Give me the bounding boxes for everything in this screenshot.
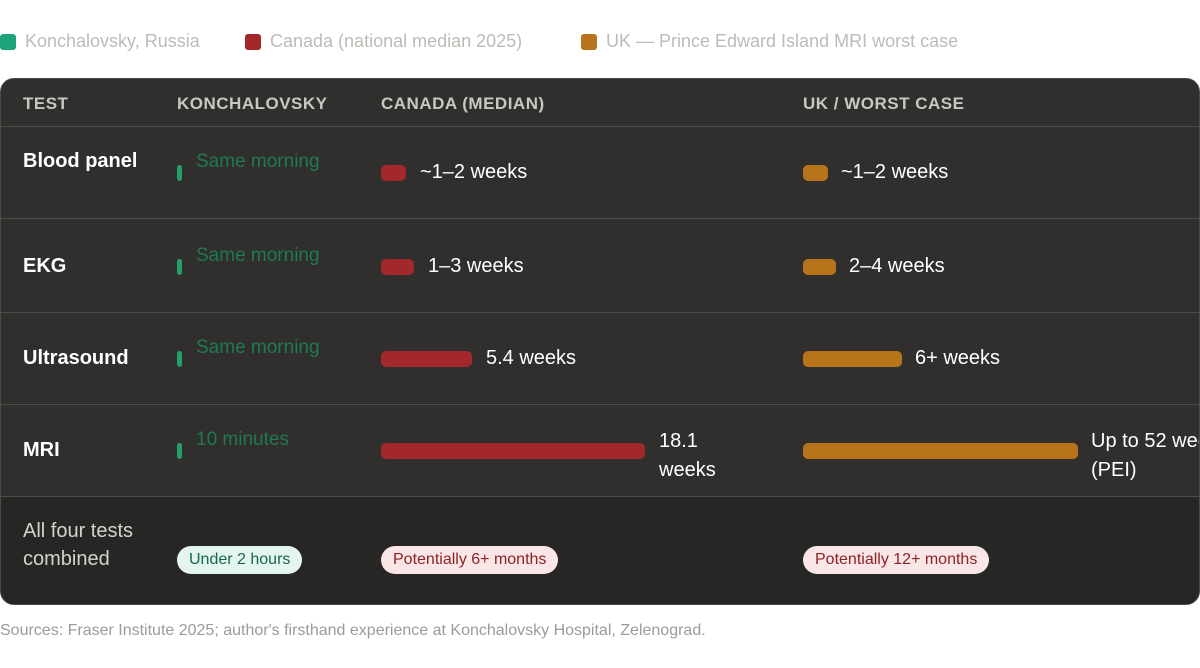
canada-time: 1–3 weeks <box>428 255 524 277</box>
konchalovsky-time: Same morning <box>196 151 320 172</box>
konchalovsky-time: Same morning <box>196 337 320 358</box>
uk-time: ~1–2 weeks <box>841 161 949 183</box>
test-name: MRI <box>23 439 60 461</box>
header-uk: UK / WORST CASE <box>803 94 965 113</box>
legend-label: Canada (national median 2025) <box>270 31 523 51</box>
legend-swatch-orange <box>581 33 597 50</box>
canada-total-badge: Potentially 6+ months <box>381 546 559 574</box>
canada-time: ~1–2 weeks <box>420 161 528 183</box>
canada-bar <box>381 443 645 459</box>
uk-time: Up to 52 weeks (PEI) <box>1091 430 1199 481</box>
header-test: TEST <box>23 94 69 113</box>
legend-label: UK — Prince Edward Island MRI worst case <box>606 31 959 51</box>
konchalovsky-bar <box>177 165 182 181</box>
konchalovsky-time: 10 minutes <box>196 429 289 450</box>
konchalovsky-bar <box>177 443 182 459</box>
table-row: EKG Same morning 1–3 weeks 2–4 weeks <box>1 221 1199 313</box>
legend-swatch-red <box>245 33 261 50</box>
table-row: Blood panel Same morning ~1–2 weeks ~1–2 we… <box>1 127 1199 219</box>
canada-bar <box>381 259 414 275</box>
uk-bar <box>803 351 902 367</box>
uk-bar <box>803 443 1078 459</box>
uk-total-badge: Potentially 12+ months <box>803 546 990 574</box>
total-label: All four tests combined <box>23 520 134 570</box>
konchalovsky-time: Same morning <box>196 245 320 266</box>
uk-time: 2–4 weeks <box>849 255 945 277</box>
table-header: TEST KONCHALOVSKY CANADA (MEDIAN) UK / W… <box>1 79 1199 127</box>
table-row: Ultrasound Same morning 5.4 weeks 6+ weeks <box>1 313 1199 405</box>
legend-swatch-green <box>0 33 16 50</box>
canada-bar <box>381 351 472 367</box>
uk-bar <box>803 165 828 181</box>
legend-uk: UK — Prince Edward Island MRI worst case <box>581 31 958 52</box>
test-name: Ultrasound <box>23 347 129 369</box>
header-konchalovsky: KONCHALOVSKY <box>177 94 328 113</box>
konchalovsky-bar <box>177 351 182 367</box>
canada-time: 5.4 weeks <box>486 347 577 369</box>
comparison-table: TEST KONCHALOVSKY CANADA (MEDIAN) UK / W… <box>0 78 1200 605</box>
total-row: All four tests combined Under 2 hours Po… <box>1 497 1199 604</box>
legend-konchalovsky: Konchalovsky, Russia <box>0 31 200 52</box>
konchalovsky-bar <box>177 259 182 275</box>
uk-time: 6+ weeks <box>915 347 1001 369</box>
legend-canada: Canada (national median 2025) <box>245 31 522 52</box>
header-canada: CANADA (MEDIAN) <box>381 94 545 113</box>
legend-label: Konchalovsky, Russia <box>25 31 200 51</box>
test-name: EKG <box>23 255 67 277</box>
table-row: MRI 10 minutes 18.1 weeks Up to 52 weeks (P… <box>1 405 1199 497</box>
konchalovsky-total-badge: Under 2 hours <box>177 546 303 574</box>
test-name: Blood panel <box>23 150 138 172</box>
uk-bar <box>803 259 836 275</box>
sources-note: Sources: Fraser Institute 2025; author's… <box>0 622 706 639</box>
canada-bar <box>381 165 406 181</box>
canada-time: 18.1 weeks <box>659 430 716 481</box>
